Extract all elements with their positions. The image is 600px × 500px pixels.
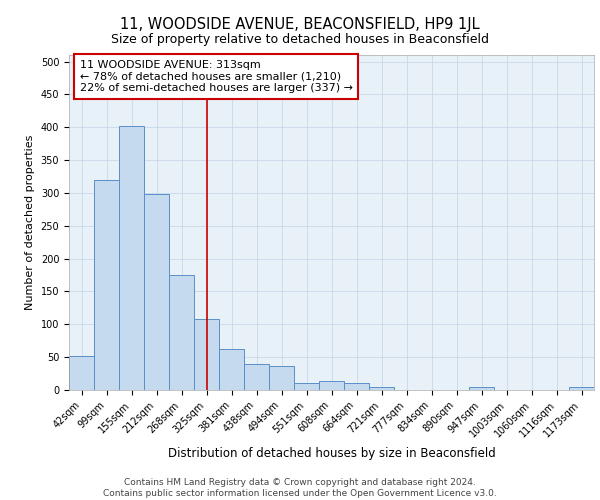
Bar [119, 126, 143, 390]
Y-axis label: Number of detached properties: Number of detached properties [25, 135, 35, 310]
Bar [145, 194, 169, 390]
Bar [295, 383, 319, 390]
Bar [344, 384, 368, 390]
Bar [220, 348, 244, 390]
Bar [569, 386, 593, 390]
Bar [269, 366, 293, 390]
Bar [94, 180, 119, 390]
Bar [370, 386, 394, 390]
Text: Contains HM Land Registry data © Crown copyright and database right 2024.
Contai: Contains HM Land Registry data © Crown c… [103, 478, 497, 498]
X-axis label: Distribution of detached houses by size in Beaconsfield: Distribution of detached houses by size … [167, 447, 496, 460]
Text: 11 WOODSIDE AVENUE: 313sqm
← 78% of detached houses are smaller (1,210)
22% of s: 11 WOODSIDE AVENUE: 313sqm ← 78% of deta… [79, 60, 353, 93]
Bar [169, 275, 194, 390]
Text: 11, WOODSIDE AVENUE, BEACONSFIELD, HP9 1JL: 11, WOODSIDE AVENUE, BEACONSFIELD, HP9 1… [120, 18, 480, 32]
Bar [469, 386, 494, 390]
Bar [194, 319, 218, 390]
Bar [70, 356, 94, 390]
Text: Size of property relative to detached houses in Beaconsfield: Size of property relative to detached ho… [111, 32, 489, 46]
Bar [244, 364, 269, 390]
Bar [319, 381, 344, 390]
